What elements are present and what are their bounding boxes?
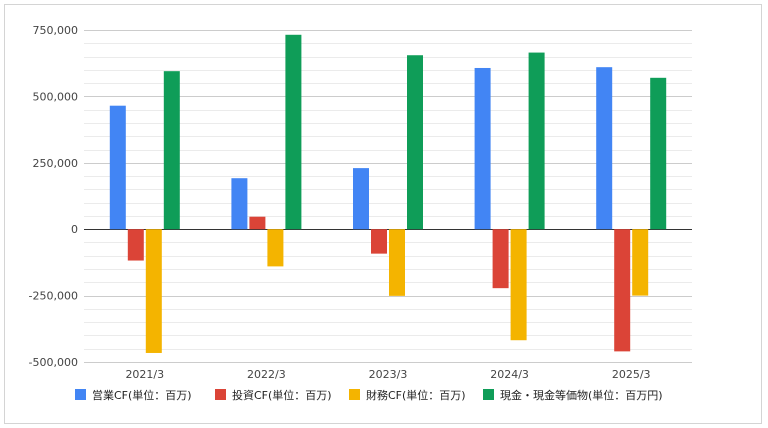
y-tick-label: 0 [71, 223, 78, 236]
bar [474, 67, 491, 230]
y-tick-label: 750,000 [33, 24, 79, 37]
bar [267, 229, 284, 267]
bar [650, 77, 667, 230]
legend-swatch [349, 389, 360, 400]
chart-frame [4, 4, 762, 424]
bar [596, 67, 613, 230]
legend-swatch [75, 389, 86, 400]
legend-label: 現金・現金等価物(単位：百万円) [500, 388, 663, 402]
y-axis-ticks: 750,000 500,000 250,000 0 -250,000 -500,000 [29, 24, 78, 369]
y-tick-label: 500,000 [33, 90, 79, 103]
x-tick-label: 2023/3 [369, 368, 408, 381]
x-tick-label: 2021/3 [125, 368, 164, 381]
legend-label: 投資CF(単位：百万) [232, 388, 332, 402]
legend: 営業CF(単位：百万) 投資CF(単位：百万) 財務CF(単位：百万) 現金・現金等価… [75, 388, 663, 402]
bar [614, 229, 631, 352]
x-tick-label: 2025/3 [612, 368, 651, 381]
bar [528, 52, 545, 230]
bar [510, 229, 527, 341]
bar [353, 168, 369, 230]
bar [407, 55, 423, 230]
bar [371, 229, 387, 254]
legend-label: 財務CF(単位：百万) [366, 388, 466, 402]
bar [127, 229, 144, 261]
bar [285, 34, 302, 230]
y-tick-label: -250,000 [29, 290, 78, 303]
x-tick-label: 2024/3 [490, 368, 529, 381]
y-tick-label: 250,000 [33, 157, 79, 170]
bar [145, 229, 162, 353]
gridlines [84, 30, 692, 363]
bar [109, 105, 126, 230]
bar [632, 229, 649, 296]
bar [492, 229, 509, 289]
x-tick-label: 2022/3 [247, 368, 286, 381]
y-tick-label: -500,000 [29, 356, 78, 369]
bar [249, 216, 266, 230]
legend-label: 営業CF(単位：百万) [92, 388, 192, 402]
legend-swatch [483, 389, 494, 400]
x-axis-ticks: 2021/3 2022/3 2023/3 2024/3 2025/3 [125, 368, 650, 381]
bar [163, 71, 180, 230]
bar [231, 178, 248, 230]
bars [109, 34, 667, 353]
bar [389, 229, 405, 296]
legend-swatch [215, 389, 226, 400]
